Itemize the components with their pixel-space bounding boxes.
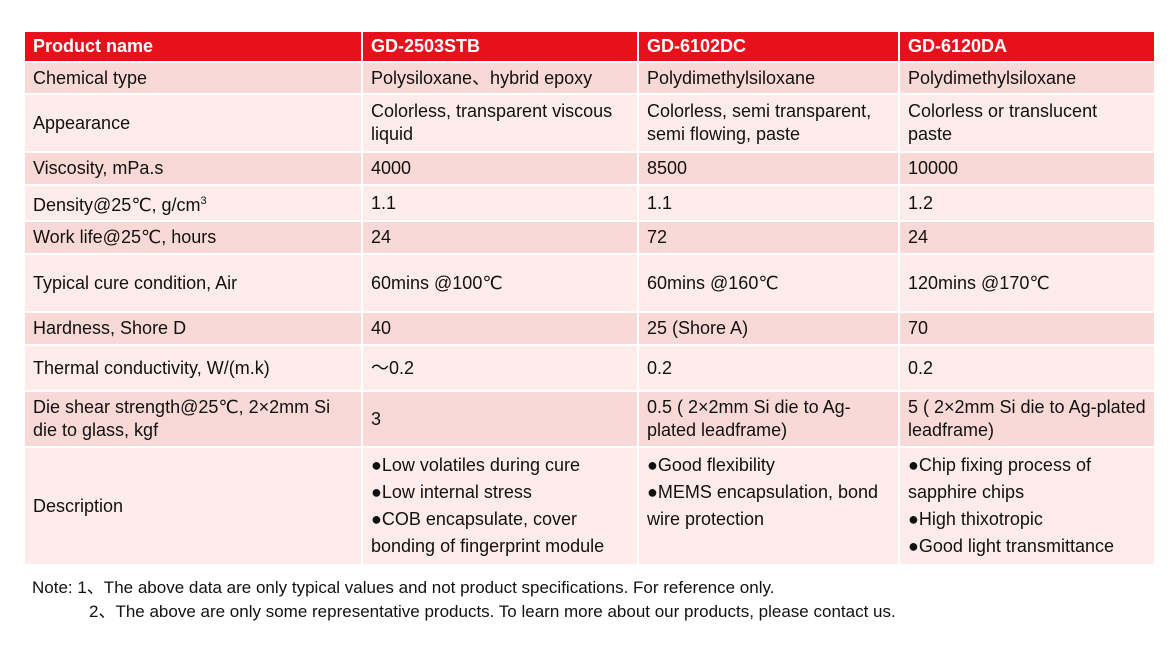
product-spec-table: Product name GD-2503STB GD-6102DC GD-612… <box>23 30 1156 566</box>
row-label: Typical cure condition, Air <box>23 253 363 313</box>
row-label: Thermal conductivity, W/(m.k) <box>23 344 363 392</box>
row-cure-condition: Typical cure condition, Air 60mins @100℃… <box>23 253 1156 313</box>
value-cell: 120mins @170℃ <box>898 253 1156 313</box>
value-cell: 72 <box>637 220 900 255</box>
description-cell: ●Good flexibility ●MEMS encapsulation, b… <box>637 446 900 566</box>
row-density: Density@25℃, g/cm3 1.1 1.1 1.2 <box>23 184 1156 222</box>
row-label: Appearance <box>23 93 363 153</box>
value-cell: Polysiloxane、hybrid epoxy <box>361 61 639 95</box>
value-cell: 1.1 <box>637 184 900 222</box>
row-viscosity: Viscosity, mPa.s 4000 8500 10000 <box>23 151 1156 186</box>
density-unit-superscript: 3 <box>200 194 207 207</box>
value-cell: 5 ( 2×2mm Si die to Ag-plated leadframe) <box>898 390 1156 448</box>
row-label: Hardness, Shore D <box>23 311 363 346</box>
product-header-cell: GD-6120DA <box>898 30 1156 63</box>
value-cell: 70 <box>898 311 1156 346</box>
description-bullet: ●Good light transmittance <box>908 536 1114 556</box>
description-bullet: ●Good flexibility <box>647 455 775 475</box>
value-cell: 24 <box>361 220 639 255</box>
note-line-1: Note: 1、The above data are only typical … <box>32 578 775 597</box>
header-label-cell: Product name <box>23 30 363 63</box>
value-cell: 40 <box>361 311 639 346</box>
value-cell: Colorless, transparent viscous liquid <box>361 93 639 153</box>
row-label: Work life@25℃, hours <box>23 220 363 255</box>
value-cell: Colorless, semi transparent, semi flowin… <box>637 93 900 153</box>
value-cell: 4000 <box>361 151 639 186</box>
description-bullet: ●High thixotropic <box>908 509 1043 529</box>
row-hardness: Hardness, Shore D 40 25 (Shore A) 70 <box>23 311 1156 346</box>
row-thermal-conductivity: Thermal conductivity, W/(m.k) ～0.2 0.2 0… <box>23 344 1156 392</box>
product-header-cell: GD-2503STB <box>361 30 639 63</box>
description-bullet: ●MEMS encapsulation, bond wire protectio… <box>647 482 879 529</box>
description-bullet: ●Chip fixing process of sapphire chips <box>908 455 1091 502</box>
row-die-shear: Die shear strength@25℃, 2×2mm Si die to … <box>23 390 1156 448</box>
row-chemical-type: Chemical type Polysiloxane、hybrid epoxy … <box>23 61 1156 95</box>
header-row: Product name GD-2503STB GD-6102DC GD-612… <box>23 30 1156 63</box>
row-label: Viscosity, mPa.s <box>23 151 363 186</box>
value-cell: Polydimethylsiloxane <box>898 61 1156 95</box>
value-cell: Polydimethylsiloxane <box>637 61 900 95</box>
row-label: Description <box>23 446 363 566</box>
description-bullet: ●Low internal stress <box>371 482 532 502</box>
description-cell: ●Low volatiles during cure ●Low internal… <box>361 446 639 566</box>
value-cell: 1.1 <box>361 184 639 222</box>
value-cell: 0.2 <box>637 344 900 392</box>
value-cell: ～0.2 <box>361 344 639 392</box>
value-cell: 10000 <box>898 151 1156 186</box>
row-label: Chemical type <box>23 61 363 95</box>
row-description: Description ●Low volatiles during cure ●… <box>23 446 1156 566</box>
density-label-text: Density@25℃, g/cm <box>33 194 201 215</box>
value-cell: 1.2 <box>898 184 1156 222</box>
value-cell: 60mins @160℃ <box>637 253 900 313</box>
value-cell: 60mins @100℃ <box>361 253 639 313</box>
row-label: Die shear strength@25℃, 2×2mm Si die to … <box>23 390 363 448</box>
row-label: Density@25℃, g/cm3 <box>23 184 363 222</box>
value-cell: Colorless or translucent paste <box>898 93 1156 153</box>
value-cell: 24 <box>898 220 1156 255</box>
product-header-cell: GD-6102DC <box>637 30 900 63</box>
notes: Note: 1、The above data are only typical … <box>32 576 896 624</box>
note-line-2: 2、The above are only some representative… <box>89 602 896 621</box>
description-bullet: ●COB encapsulate, cover bonding of finge… <box>371 509 605 556</box>
value-cell: 3 <box>361 390 639 448</box>
description-cell: ●Chip fixing process of sapphire chips ●… <box>898 446 1156 566</box>
row-work-life: Work life@25℃, hours 24 72 24 <box>23 220 1156 255</box>
value-cell: 8500 <box>637 151 900 186</box>
value-cell: 25 (Shore A) <box>637 311 900 346</box>
description-bullet: ●Low volatiles during cure <box>371 455 580 475</box>
row-appearance: Appearance Colorless, transparent viscou… <box>23 93 1156 153</box>
value-cell: 0.2 <box>898 344 1156 392</box>
value-cell: 0.5 ( 2×2mm Si die to Ag-plated leadfram… <box>637 390 900 448</box>
